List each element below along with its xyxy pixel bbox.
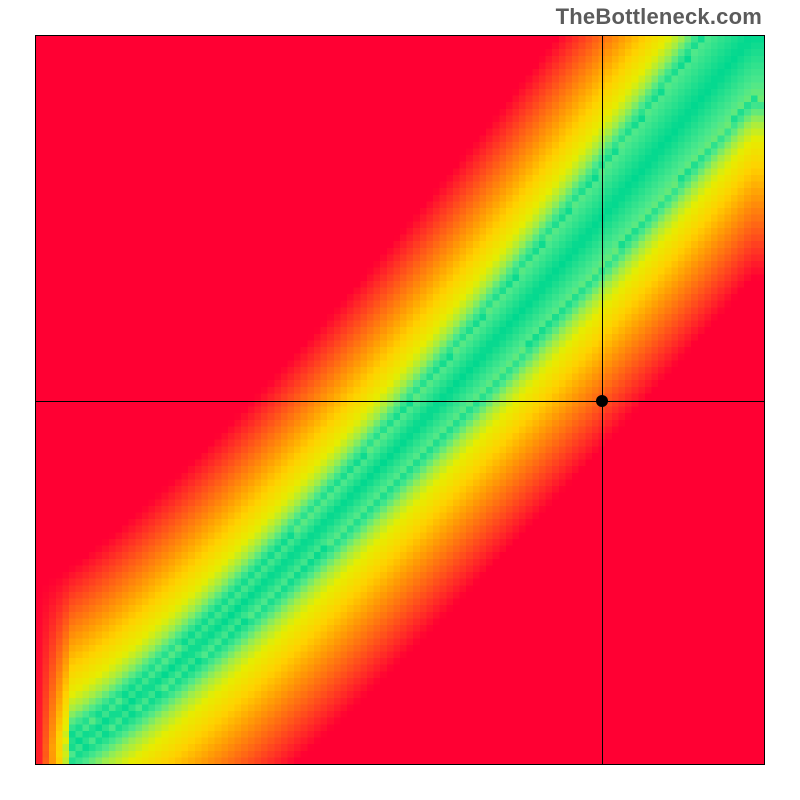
bottleneck-heatmap xyxy=(36,36,764,764)
heatmap-container xyxy=(35,35,765,765)
operating-point-marker xyxy=(596,395,608,407)
crosshair-horizontal xyxy=(36,401,764,402)
watermark-text: TheBottleneck.com xyxy=(556,4,762,30)
